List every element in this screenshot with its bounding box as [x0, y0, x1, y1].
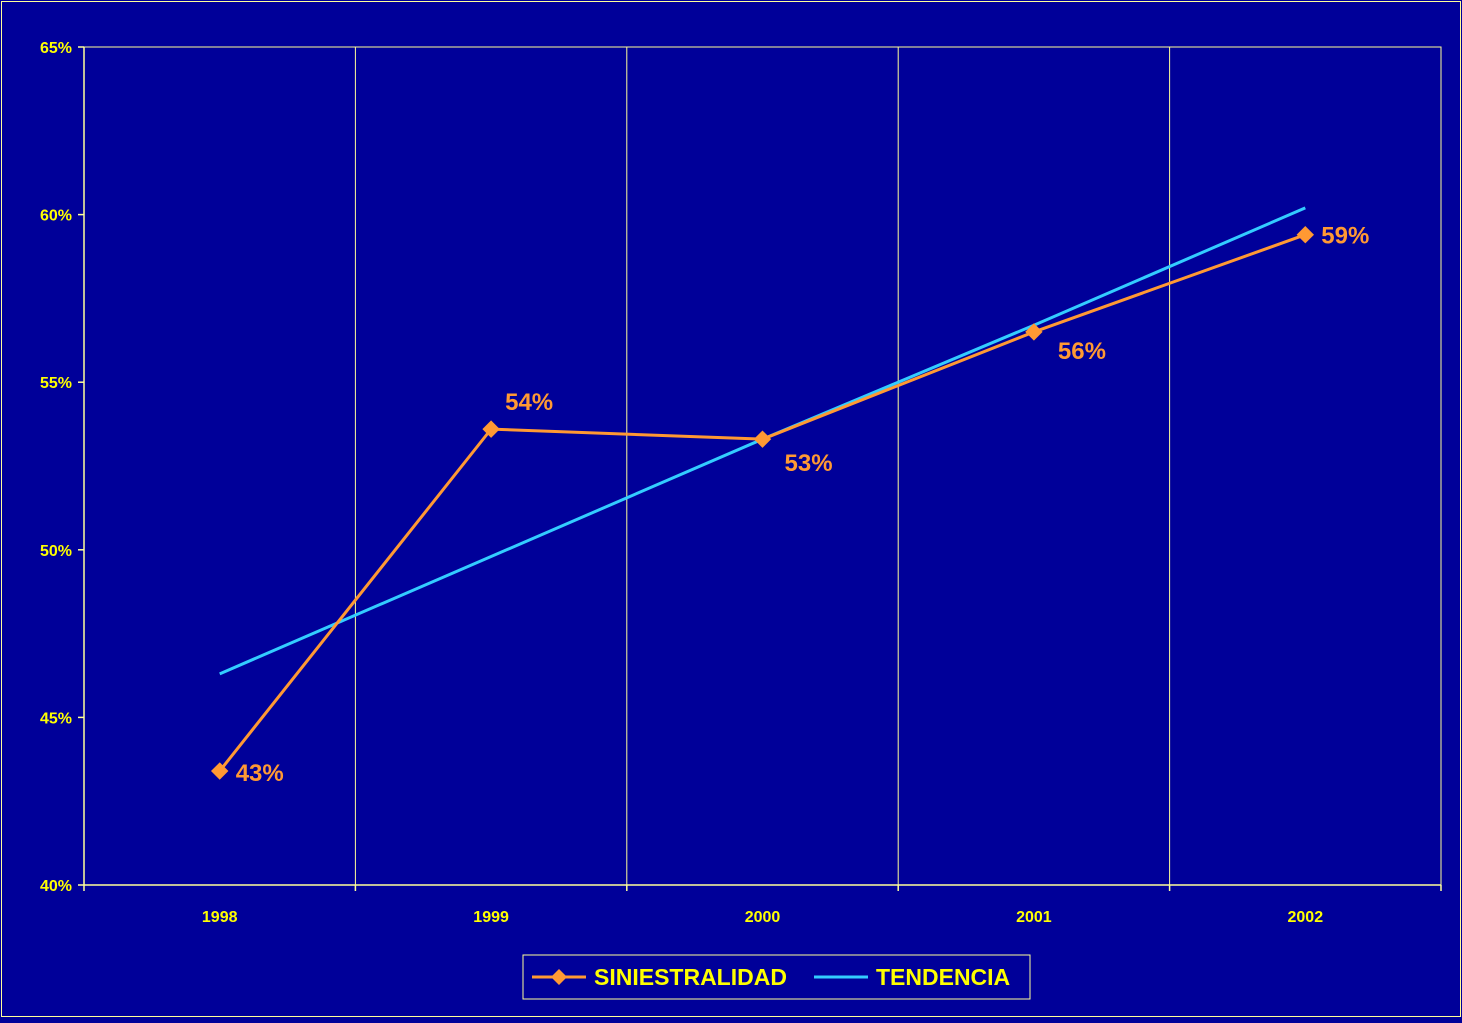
x-tick-label: 2001: [1016, 909, 1052, 926]
y-tick-label: 40%: [40, 878, 72, 895]
data-point-marker: [482, 420, 500, 438]
legend-label-siniestralidad: SINIESTRALIDAD: [594, 964, 787, 990]
x-tick-label: 1998: [202, 909, 238, 926]
axis-layer: 40% 45% 50% 55% 60% 65% 1998 1999 2000 2001 2002: [40, 40, 1442, 926]
y-tick-label: 45%: [40, 710, 72, 727]
y-tick-label: 55%: [40, 375, 72, 392]
y-tick-label: 60%: [40, 208, 72, 225]
data-label-layer: 43% 54% 53% 56% 59%: [236, 223, 1370, 787]
plot-area: [83, 46, 1442, 886]
data-point-marker: [210, 762, 229, 780]
y-tick-label: 65%: [40, 40, 72, 57]
legend-box: [522, 954, 1031, 1000]
legend: SINIESTRALIDAD TENDENCIA: [522, 954, 1031, 1000]
data-point-marker: [1025, 323, 1043, 341]
series-layer: [210, 206, 1315, 780]
data-label: 54%: [505, 389, 553, 416]
x-tick-label: 2002: [1288, 909, 1324, 926]
x-tick-label: 1999: [473, 909, 509, 926]
data-point-marker: [1296, 226, 1315, 244]
x-tick-label: 2000: [745, 909, 781, 926]
legend-marker-siniestralidad: [551, 969, 567, 985]
legend-label-tendencia: TENDENCIA: [876, 964, 1010, 990]
series-line-siniestralidad: [218, 233, 1306, 772]
data-point-marker: [753, 430, 772, 448]
y-tick-label: 50%: [40, 543, 72, 560]
data-label: 59%: [1321, 223, 1369, 250]
data-label: 43%: [236, 760, 284, 787]
data-label: 53%: [785, 450, 833, 477]
data-label: 56%: [1058, 338, 1106, 365]
